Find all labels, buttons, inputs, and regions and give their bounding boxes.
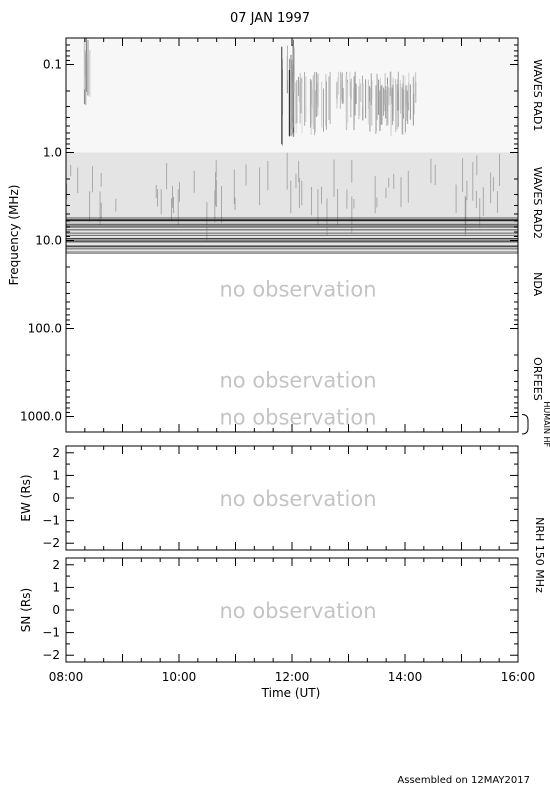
sn-y-tick-label: −1	[42, 626, 60, 640]
band-label: WAVES RAD1	[531, 59, 544, 131]
x-tick-label: 16:00	[501, 670, 536, 684]
no-observation-label: no observation	[219, 369, 376, 393]
x-tick-label: 14:00	[388, 670, 423, 684]
band-bracket	[521, 414, 529, 435]
burst-events	[83, 38, 417, 146]
burst-event	[83, 38, 91, 105]
x-tick-label: 08:00	[49, 670, 84, 684]
spectrum-image	[65, 38, 518, 254]
spectrum-y-tick-label: 1000.0	[20, 410, 62, 424]
spectrum-y-tick-label: 100.0	[28, 322, 62, 336]
tick-marks	[65, 37, 519, 662]
sn-y-tick-label: 2	[52, 558, 60, 572]
spectrum-y-tick-label: 10.0	[35, 233, 62, 247]
band-label: NDA	[531, 272, 544, 297]
no-observation-label: no observation	[219, 277, 376, 301]
no-observation-label: no observation	[219, 599, 376, 623]
ew-y-tick-label: −1	[42, 514, 60, 528]
spectrum-y-tick-label: 1.0	[43, 145, 62, 159]
chart-title: 07 JAN 1997	[230, 11, 310, 26]
x-axis-title: Time (UT)	[261, 686, 321, 700]
sn-y-axis-title: SN (Rs)	[19, 588, 33, 632]
spectrum-y-axis-title: Frequency (MHz)	[7, 185, 21, 286]
sn-y-tick-label: −2	[42, 648, 60, 662]
ew-y-tick-label: 1	[52, 468, 60, 482]
ew-y-tick-label: 2	[52, 446, 60, 460]
instrument-label: NRH 150 MHz	[533, 517, 546, 593]
sn-y-tick-label: 1	[52, 580, 60, 594]
assembly-footer: Assembled on 12MAY2017	[397, 775, 530, 786]
ew-y-tick-label: −2	[42, 536, 60, 550]
band-label: ORFEES	[531, 357, 544, 401]
no-observation-labels: no observation no observation no observati…	[219, 277, 376, 623]
band-rad2-background	[66, 152, 518, 254]
no-observation-label: no observation	[219, 487, 376, 511]
burst-event	[291, 71, 417, 136]
ew-y-axis-title: EW (Rs)	[19, 474, 33, 521]
no-observation-label: no observation	[219, 406, 376, 430]
rad2-interference-lines	[66, 217, 518, 254]
band-label: WAVES RAD2	[531, 167, 544, 239]
x-tick-label: 10:00	[162, 670, 197, 684]
x-tick-label: 12:00	[275, 670, 310, 684]
band-label: HUMAIN HF	[542, 401, 550, 447]
burst-event	[281, 39, 295, 146]
ew-y-tick-label: 0	[52, 491, 60, 505]
tick-labels: 08:00 10:00 12:00 14:00 16:00 0.1 1.0 10.0 100.0…	[20, 57, 535, 684]
spectrum-y-tick-label: 0.1	[43, 57, 62, 71]
sn-y-tick-label: 0	[52, 603, 60, 617]
